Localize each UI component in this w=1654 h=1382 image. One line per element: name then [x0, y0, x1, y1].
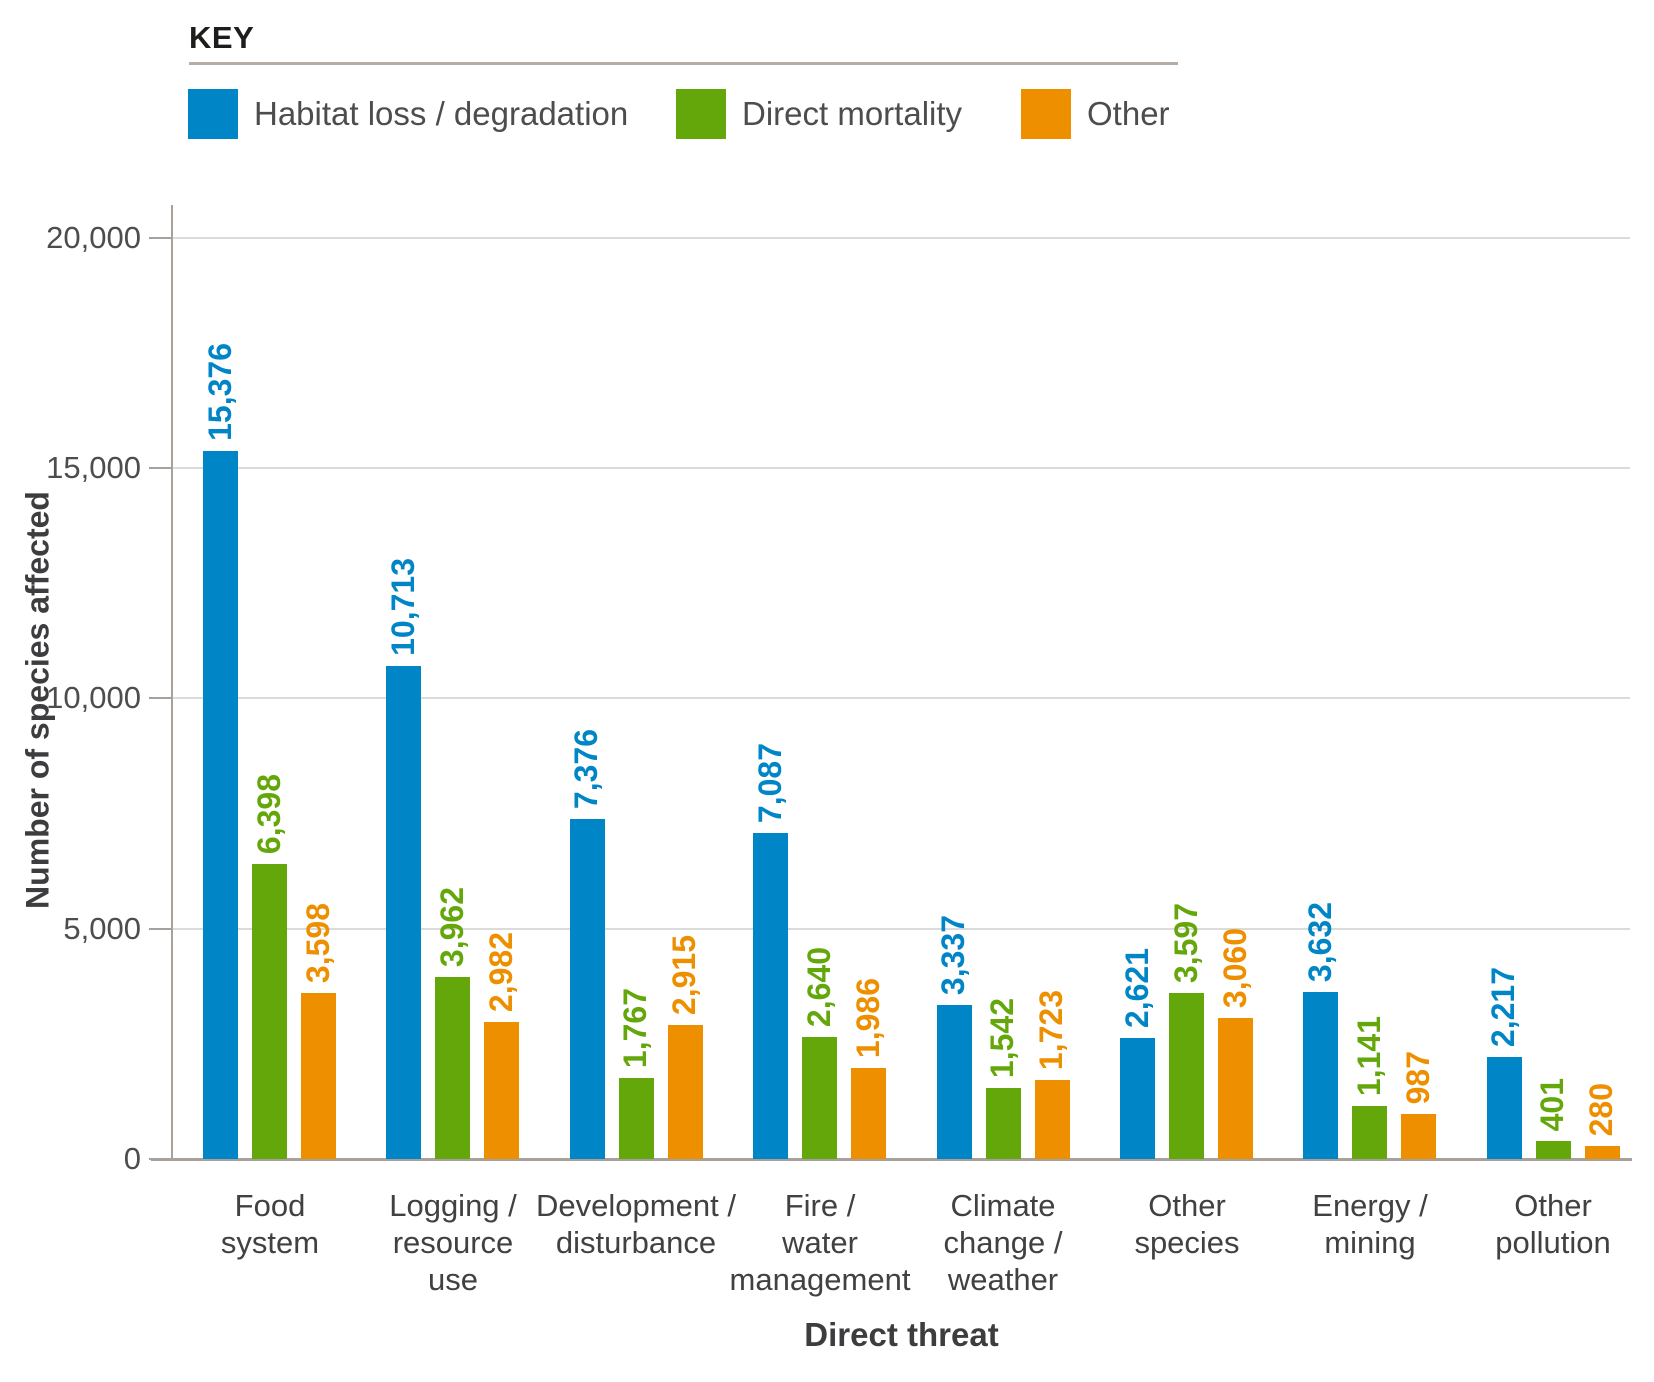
bar: [301, 993, 336, 1159]
gridline: [173, 237, 1630, 239]
bar-value-label: 6,398: [251, 773, 287, 854]
y-tick-label: 0: [123, 1141, 141, 1176]
bar-value-label: 7,087: [752, 742, 788, 823]
y-tick-label: 10,000: [46, 680, 141, 715]
bar-value-label: 2,621: [1119, 947, 1155, 1028]
bar: [1352, 1106, 1387, 1159]
bar-value-label: 401: [1534, 1077, 1570, 1131]
bar: [1585, 1146, 1620, 1159]
bar-value-label: 280: [1583, 1082, 1619, 1136]
y-axis-tick: [149, 697, 171, 699]
bar: [435, 977, 470, 1159]
legend-title: KEY: [189, 20, 255, 55]
y-tick-label: 20,000: [46, 220, 141, 255]
plot-area: 0 5,000 10,000 15,000 20,000 15,376 6,398 3,598…: [46, 205, 1632, 1297]
x-axis-line: [151, 1158, 1632, 1161]
bar: [668, 1025, 703, 1159]
bar: [1035, 1080, 1070, 1159]
legend-label: Direct mortality: [742, 95, 963, 132]
y-axis-tick: [149, 1158, 171, 1160]
bar-value-label: 1,767: [617, 987, 653, 1068]
bar: [619, 1078, 654, 1159]
y-axis-tick: [149, 237, 171, 239]
bar-value-label: 1,986: [850, 977, 886, 1058]
bar: [484, 1022, 519, 1159]
bar-value-label: 2,982: [483, 931, 519, 1012]
bar-value-label: 7,376: [568, 728, 604, 809]
category-label: Other species: [1134, 1188, 1240, 1260]
bar: [1169, 993, 1204, 1159]
y-axis-tick: [149, 467, 171, 469]
bar: [1218, 1018, 1253, 1159]
bar: [386, 666, 421, 1159]
bar: [937, 1005, 972, 1159]
bar: [252, 864, 287, 1159]
bar-value-label: 10,713: [385, 558, 421, 656]
bar: [753, 833, 788, 1159]
bar-value-label: 15,376: [202, 343, 238, 441]
gridline: [173, 928, 1630, 930]
bar: [986, 1088, 1021, 1159]
bar: [1487, 1057, 1522, 1159]
bar: [802, 1037, 837, 1159]
y-tick-label: 5,000: [63, 911, 141, 946]
x-axis-title: Direct threat: [804, 1316, 999, 1353]
legend-item: Direct mortality: [676, 88, 962, 140]
bar-value-label: 2,217: [1485, 966, 1521, 1047]
legend-divider: [189, 62, 1178, 65]
category-label: Climate change / weather: [943, 1188, 1063, 1297]
bar-value-label: 3,632: [1302, 901, 1338, 982]
category-label: Logging / resource use: [389, 1188, 517, 1297]
y-axis-line: [171, 205, 173, 1161]
legend-label: Other: [1087, 95, 1170, 132]
bar-value-label: 2,640: [801, 946, 837, 1027]
bar: [1401, 1114, 1436, 1159]
bar-value-label: 987: [1400, 1050, 1436, 1104]
bar: [1120, 1038, 1155, 1159]
category-label: Energy / mining: [1312, 1188, 1428, 1260]
bar-value-label: 3,598: [300, 902, 336, 983]
category-label: Other pollution: [1495, 1188, 1611, 1260]
bar: [570, 819, 605, 1159]
bar-value-label: 1,141: [1351, 1015, 1387, 1096]
bar: [851, 1068, 886, 1159]
bar-value-label: 3,337: [935, 914, 971, 995]
legend-swatch-icon: [676, 89, 726, 139]
bar-value-label: 3,597: [1168, 902, 1204, 983]
bar-value-label: 1,542: [984, 997, 1020, 1078]
gridline: [173, 467, 1630, 469]
category-label: Food system: [220, 1188, 320, 1260]
legend-label: Habitat loss / degradation: [254, 95, 629, 132]
gridline: [173, 697, 1630, 699]
y-tick-label: 15,000: [46, 450, 141, 485]
legend-swatch-icon: [188, 89, 238, 139]
bar-value-label: 1,723: [1033, 989, 1069, 1070]
legend-swatch-icon: [1021, 89, 1071, 139]
y-axis-tick: [149, 928, 171, 930]
bar-value-label: 3,060: [1217, 927, 1253, 1008]
category-label: Fire / water management: [729, 1188, 911, 1297]
bar-value-label: 2,915: [666, 934, 702, 1015]
bar: [1303, 992, 1338, 1159]
legend-item: Habitat loss / degradation: [188, 88, 628, 140]
category-label: Development / disturbance: [536, 1188, 736, 1260]
bar-value-label: 3,962: [434, 886, 470, 967]
bar: [1536, 1141, 1571, 1159]
bar: [203, 451, 238, 1159]
legend-item: Other: [1021, 88, 1170, 140]
